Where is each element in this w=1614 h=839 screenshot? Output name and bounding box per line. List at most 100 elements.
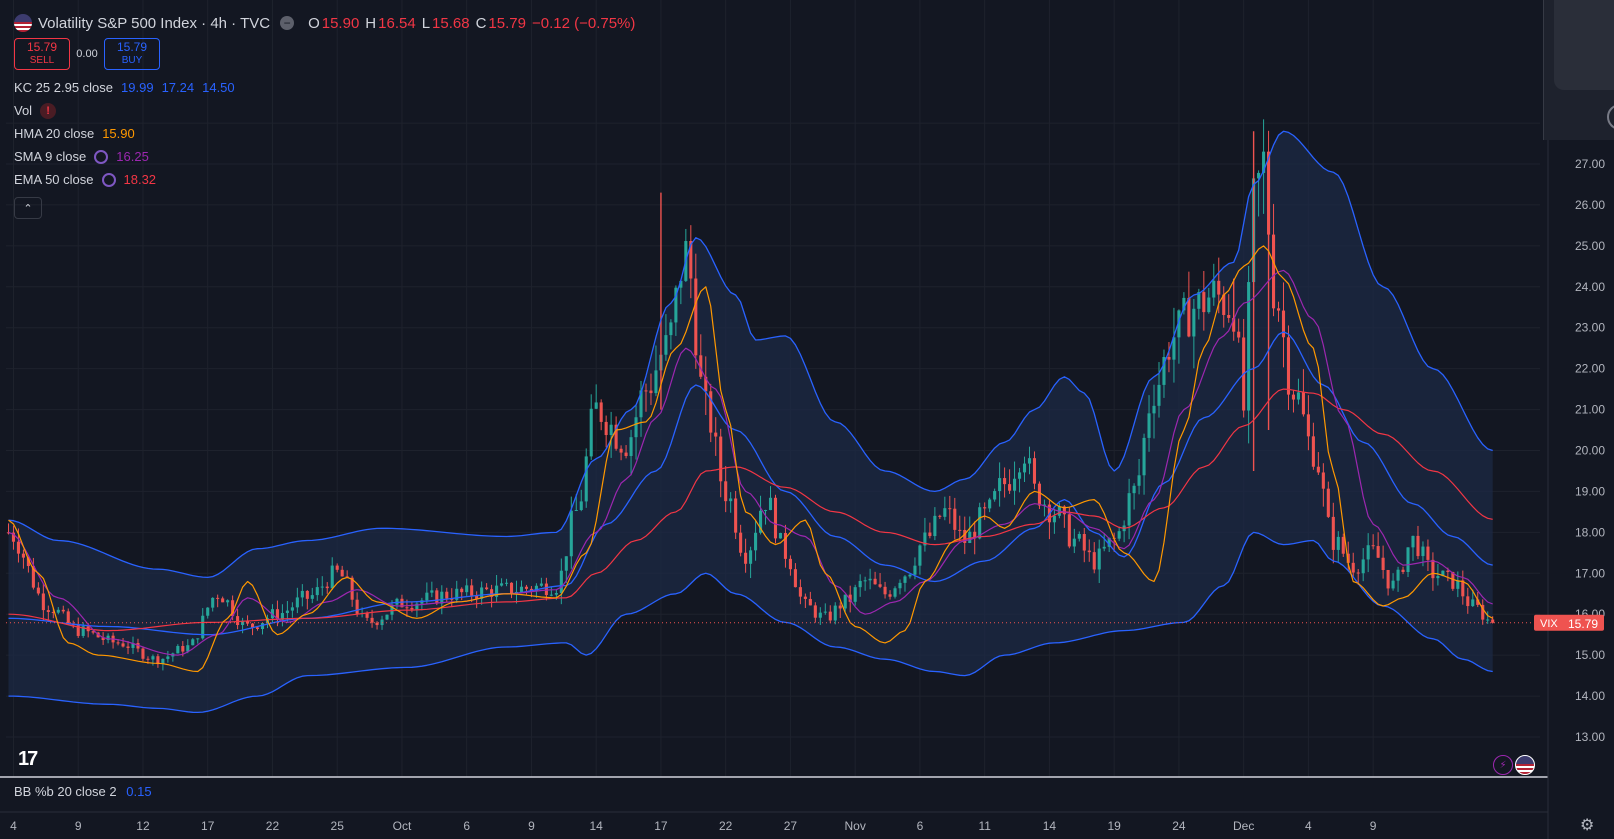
candle-body [759,510,763,533]
candle-body [818,612,822,618]
candle-body [903,576,907,583]
candle-body [1421,546,1425,557]
indicator-row[interactable]: KC 25 2.95 close 19.99 17.24 14.50 [14,76,635,99]
last-price-symbol: VIX [1540,618,1558,630]
indicator-row[interactable]: Vol! [14,99,635,122]
candle-body [295,597,299,608]
candle-body [674,287,678,323]
candle-body [211,597,215,608]
candle-body [1391,580,1395,589]
candle-body [300,590,304,598]
candle-body [863,580,867,582]
candle-body [1182,297,1186,311]
bb-indicator-name: BB %b 20 close 2 [14,784,117,799]
price-tick-label: 22.00 [1575,362,1605,376]
warning-icon[interactable]: ! [40,102,57,119]
indicator-row[interactable]: SMA 9 close 16.25 [14,145,635,168]
time-tick-label: 4 [10,819,17,833]
candle-body [196,638,200,640]
symbol-title[interactable]: Volatility S&P 500 Index · 4h · TVC [38,14,271,32]
candle-body [1406,547,1410,573]
candle-body [803,596,807,599]
candle-body [973,531,977,539]
candle-body [1356,572,1360,574]
last-price-tag: VIX 15.79 [1534,614,1604,631]
candle-body [913,565,917,575]
candle-body [385,614,389,620]
side-panel[interactable] [1543,0,1614,140]
candle-body [1037,483,1042,506]
candle-body [554,593,558,595]
cycle-icon[interactable] [101,172,116,187]
candle-body [131,643,135,648]
candle-body [400,598,404,608]
bb-indicator-value: 0.15 [126,784,152,799]
candle-body [1386,570,1390,589]
time-tick-label: 22 [266,819,280,833]
bb-indicator-legend[interactable]: BB %b 20 close 2 0.15 [14,784,152,799]
candle-body [1222,294,1226,315]
keltner-channel-fill [8,131,1493,713]
candle-body [350,577,354,600]
gear-icon[interactable]: ⚙ [1580,817,1595,834]
candle-body [614,424,618,449]
candle-body [773,497,778,539]
lightning-icon[interactable]: ⚡ [1493,755,1513,775]
candle-body [1291,394,1296,400]
candle-body [1032,458,1037,484]
candle-body [1132,485,1136,494]
side-panel-widget[interactable] [1554,0,1614,90]
cycle-icon[interactable] [94,149,109,164]
candle-body [559,570,563,594]
candle-body [1281,310,1286,338]
us-flag-small-icon[interactable] [1515,755,1535,775]
sell-button[interactable]: 15.79 SELL [14,38,70,70]
candle-body [320,586,324,588]
candle-body [948,508,952,510]
collapse-legend-button[interactable]: ⌃ [14,197,42,219]
candle-body [41,593,45,611]
spread-value: 0.00 [76,48,98,60]
candle-body [141,648,145,659]
candle-body [883,586,887,595]
candle-body [664,335,668,355]
candle-body [1077,533,1081,539]
candle-body [1142,437,1146,476]
ohlc-value: 15.79 [488,14,526,32]
ohlc-values: O 15.90 H 16.54 L 15.68 C 15.79 −0.12 (−0.75%) [302,15,635,32]
candle-body [1416,535,1420,557]
candle-body [76,625,80,636]
time-axis[interactable]: 4 9 12 17 22 25 Oct 6 9 14 17 22 27 Nov 6 11 14 19 24 Dec 4 9 [10,819,1377,833]
candle-body [1301,392,1305,415]
time-tick-label: 14 [590,819,604,833]
candle-body [1286,337,1291,395]
buy-button[interactable]: 15.79 BUY [104,38,160,70]
price-tick-label: 20.00 [1575,444,1605,458]
candle-body [66,611,70,624]
candle-body [1471,599,1475,607]
candle-body [654,370,658,394]
candle-body [1341,536,1345,554]
candle-body [509,582,514,595]
candle-body [1212,280,1216,298]
price-tick-label: 24.00 [1575,280,1605,294]
candle-body [460,588,464,593]
candle-body [1152,405,1156,414]
candle-body [898,582,902,589]
candle-body [549,594,553,596]
price-tick-label: 18.00 [1575,525,1605,539]
candle-body [1466,596,1470,607]
candle-body [176,646,180,654]
candle-body [11,532,16,542]
indicator-row[interactable]: HMA 20 close 15.90 [14,122,635,145]
price-axis[interactable]: 13.0014.0015.0016.0017.0018.0019.0020.00… [1547,0,1605,839]
candle-body [978,507,982,539]
indicator-row[interactable]: EMA 50 close 18.32 [14,168,635,191]
candle-body [579,501,583,510]
candle-body [998,478,1002,492]
time-tick-label: 14 [1043,819,1057,833]
candle-body [604,421,608,436]
tradingview-logo[interactable]: 17 [18,748,38,770]
last-price-box [1534,614,1604,631]
